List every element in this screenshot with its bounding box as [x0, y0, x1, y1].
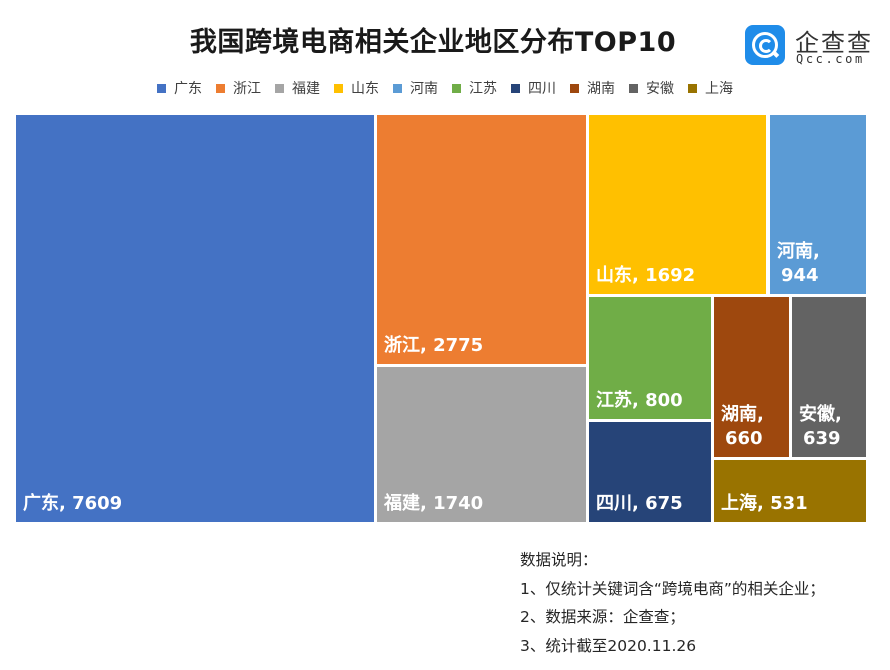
legend-item: 上海: [688, 78, 733, 98]
notes-line-3: 3、统计截至2020.11.26: [520, 636, 697, 655]
qcc-logo-icon: [745, 25, 785, 65]
legend-item: 江苏: [452, 78, 497, 98]
legend-swatch-icon: [570, 83, 579, 93]
legend-swatch-icon: [216, 83, 225, 93]
treemap-cell: 江苏, 800: [589, 297, 711, 419]
cell-data-label: 上海, 531: [721, 493, 808, 514]
cell-data-label: 湖南, 660: [721, 404, 764, 449]
logo-name-en: Qcc.com: [796, 52, 865, 66]
notes-line-2: 2、数据来源：企查查；: [520, 608, 685, 626]
legend-item: 广东: [157, 78, 202, 98]
treemap-cell: 安徽, 639: [792, 297, 866, 457]
treemap-cell: 广东, 7609: [16, 115, 374, 522]
cell-data-label: 广东, 7609: [23, 493, 123, 514]
data-notes: 数据说明： 1、仅统计关键词含“跨境电商”的相关企业； 2、数据来源：企查查； …: [520, 546, 825, 660]
legend-swatch-icon: [629, 83, 638, 93]
legend-swatch-icon: [393, 83, 402, 93]
legend-label: 四川: [528, 81, 556, 97]
treemap-cell: 上海, 531: [714, 460, 866, 522]
treemap-cell: 河南, 944: [770, 115, 866, 294]
legend-item: 山东: [334, 78, 379, 98]
logo-name-cn: 企查查: [795, 29, 873, 57]
chart-title: 我国跨境电商相关企业地区分布TOP10: [0, 20, 890, 59]
legend-item: 四川: [511, 78, 556, 98]
legend-swatch-icon: [157, 83, 166, 93]
cell-data-label: 河南, 944: [777, 241, 820, 286]
legend-label: 江苏: [469, 81, 497, 97]
legend-label: 河南: [410, 81, 438, 97]
treemap-cell: 四川, 675: [589, 422, 711, 522]
legend-swatch-icon: [452, 83, 461, 93]
treemap-cell: 山东, 1692: [589, 115, 766, 294]
treemap-cell: 浙江, 2775: [377, 115, 586, 364]
legend-label: 广东: [174, 81, 202, 97]
legend-label: 安徽: [646, 81, 674, 97]
legend-swatch-icon: [334, 83, 343, 93]
treemap-cell: 湖南, 660: [714, 297, 789, 457]
legend-item: 福建: [275, 78, 320, 98]
legend-item: 河南: [393, 78, 438, 98]
legend-label: 福建: [292, 81, 320, 97]
cell-data-label: 浙江, 2775: [384, 335, 484, 356]
legend-item: 湖南: [570, 78, 615, 98]
qcc-logo: 企查查 Qcc.com: [745, 25, 880, 70]
cell-data-label: 山东, 1692: [596, 265, 696, 286]
cell-data-label: 江苏, 800: [596, 390, 683, 411]
notes-line-1: 1、仅统计关键词含“跨境电商”的相关企业；: [520, 579, 825, 598]
legend-label: 山东: [351, 81, 379, 97]
legend-swatch-icon: [688, 83, 697, 93]
cell-data-label: 四川, 675: [596, 493, 683, 514]
treemap-cell: 福建, 1740: [377, 367, 586, 522]
cell-data-label: 安徽, 639: [799, 404, 842, 449]
legend-label: 上海: [705, 81, 733, 97]
cell-data-label: 福建, 1740: [384, 493, 484, 514]
legend-item: 安徽: [629, 78, 674, 98]
chart-legend: 广东 浙江 福建 山东 河南 江苏 四川 湖南 安徽 上海: [0, 78, 890, 98]
legend-swatch-icon: [275, 83, 284, 93]
legend-item: 浙江: [216, 78, 261, 98]
legend-label: 浙江: [233, 81, 261, 97]
chart-title-text: 我国跨境电商相关企业地区分布TOP10: [189, 27, 677, 58]
notes-heading: 数据说明：: [520, 551, 598, 569]
legend-swatch-icon: [511, 83, 520, 93]
legend-label: 湖南: [587, 81, 615, 97]
